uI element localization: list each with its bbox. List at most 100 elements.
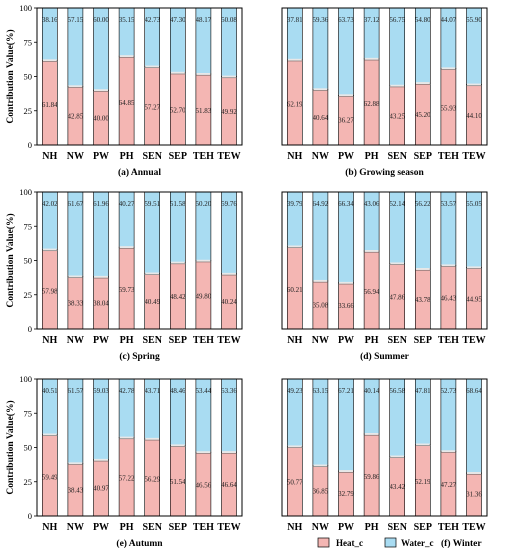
water-value-label: 53.57 [441, 200, 457, 208]
heat-value-label: 59.73 [119, 286, 135, 294]
water-value-label: 68.64 [466, 387, 482, 395]
x-tick-label-TEW: TEW [462, 335, 485, 346]
x-tick-label-PW: PW [338, 522, 354, 533]
heat-value-label: 46.64 [221, 481, 237, 489]
heat-value-label: 57.98 [42, 287, 58, 295]
x-tick-label-TEH: TEH [193, 522, 214, 533]
water-value-label: 35.15 [119, 16, 135, 24]
x-tick-label-PW: PW [93, 335, 109, 346]
heat-value-label: 46.56 [196, 481, 212, 489]
x-tick-label-SEP: SEP [169, 151, 187, 162]
x-tick-label-PH: PH [365, 151, 379, 162]
water-value-label: 44.07 [441, 16, 457, 24]
x-tick-label-TEW: TEW [462, 151, 485, 162]
water-value-label: 63.73 [338, 16, 354, 24]
water-value-label: 42.02 [42, 200, 58, 208]
y-tick-label: 25 [24, 106, 33, 116]
water-value-label: 47.30 [170, 16, 186, 24]
panel-title: (e) Autumn [116, 538, 163, 549]
panel-title: (b) Growing season [345, 167, 424, 178]
water-value-label: 47.81 [415, 387, 431, 395]
chart-panel-3: 42.02 57.98 NH 61.67 38.33 NW 61.96 38.04 PW 40.2… [5, 187, 243, 362]
legend-label-water: Water_c [401, 538, 433, 548]
water-value-label: 64.92 [313, 200, 329, 208]
heat-value-label: 56.94 [364, 288, 380, 296]
heat-value-label: 48.42 [170, 293, 186, 301]
heat-value-label: 49.92 [221, 108, 237, 116]
water-value-label: 37.81 [287, 16, 303, 24]
plot-frame [281, 7, 488, 146]
x-tick-label-SEP: SEP [414, 522, 432, 533]
heat-value-label: 36.27 [338, 117, 354, 125]
heat-value-label: 57.22 [119, 475, 135, 483]
x-tick-label-NH: NH [42, 151, 57, 162]
x-tick-label-TEH: TEH [438, 335, 459, 346]
x-tick-label-SEP: SEP [169, 335, 187, 346]
heat-value-label: 51.54 [170, 478, 186, 486]
water-value-label: 48.17 [196, 16, 212, 24]
water-value-label: 40.27 [119, 200, 135, 208]
x-tick-label-NW: NW [312, 335, 329, 346]
heat-value-label: 40.64 [313, 114, 329, 122]
x-tick-label-TEH: TEH [193, 151, 214, 162]
x-tick-label-PH: PH [120, 522, 134, 533]
panel-title: (a) Annual [118, 167, 161, 178]
water-value-label: 67.21 [338, 387, 354, 395]
x-tick-label-TEW: TEW [462, 522, 485, 533]
y-tick-label: 25 [24, 477, 33, 487]
x-tick-label-TEH: TEH [438, 522, 459, 533]
x-tick-label-NW: NW [312, 522, 329, 533]
panel-title: (c) Spring [119, 351, 160, 362]
y-tick-label: 0 [28, 140, 32, 150]
water-value-label: 40.14 [364, 387, 380, 395]
x-tick-label-PW: PW [338, 335, 354, 346]
x-tick-label-TEH: TEH [438, 151, 459, 162]
x-tick-label-PH: PH [365, 522, 379, 533]
y-tick-label: 75 [24, 408, 33, 418]
water-value-label: 37.12 [364, 16, 380, 24]
plot-frame [281, 191, 488, 330]
x-tick-label-NW: NW [67, 151, 84, 162]
heat-value-label: 47.86 [389, 293, 405, 301]
water-value-label: 66.34 [338, 200, 354, 208]
water-value-label: 51.58 [170, 200, 186, 208]
heat-value-label: 36.85 [313, 487, 329, 495]
legend-swatch-water [384, 537, 397, 548]
chart-panel-2: 37.81 62.19 NH 59.36 40.64 NW 63.73 36.27 PW 37.1… [281, 7, 488, 178]
water-value-label: 60.00 [93, 16, 109, 24]
plot-frame [281, 378, 488, 517]
heat-value-label: 49.80 [196, 292, 212, 300]
x-tick-label-TEW: TEW [217, 335, 240, 346]
heat-value-label: 64.85 [119, 99, 135, 107]
x-tick-label-NH: NH [287, 522, 302, 533]
x-tick-label-PW: PW [93, 151, 109, 162]
y-tick-label: 50 [24, 443, 33, 453]
x-tick-label-NW: NW [67, 335, 84, 346]
water-value-label: 59.51 [144, 200, 160, 208]
y-axis-label: Contribution Value(%) [5, 213, 16, 307]
heat-value-label: 40.97 [93, 485, 109, 493]
heat-value-label: 62.88 [364, 100, 380, 108]
x-tick-label-NW: NW [67, 522, 84, 533]
y-axis-label: Contribution Value(%) [5, 400, 16, 494]
heat-value-label: 38.33 [68, 299, 84, 307]
chart-panel-6: 49.23 50.77 NH 63.15 36.85 NW 67.21 32.79 PW 40.1… [281, 378, 488, 549]
heat-value-label: 40.49 [144, 298, 160, 306]
water-value-label: 42.78 [119, 387, 135, 395]
heat-value-label: 40.24 [221, 298, 237, 306]
water-value-label: 55.90 [466, 16, 482, 24]
heat-value-label: 40.00 [93, 114, 109, 122]
x-tick-label-SEP: SEP [414, 151, 432, 162]
x-tick-label-SEP: SEP [414, 335, 432, 346]
y-tick-label: 50 [24, 256, 33, 266]
water-value-label: 61.67 [68, 200, 84, 208]
heat-value-label: 47.27 [441, 481, 457, 489]
x-tick-label-SEN: SEN [142, 151, 162, 162]
x-tick-label-PW: PW [93, 522, 109, 533]
legend-swatch-heat [317, 537, 330, 548]
heat-value-label: 55.93 [441, 105, 457, 113]
x-tick-label-PH: PH [120, 335, 134, 346]
x-tick-label-TEW: TEW [217, 522, 240, 533]
water-value-label: 43.06 [364, 200, 380, 208]
water-value-label: 56.22 [415, 200, 431, 208]
